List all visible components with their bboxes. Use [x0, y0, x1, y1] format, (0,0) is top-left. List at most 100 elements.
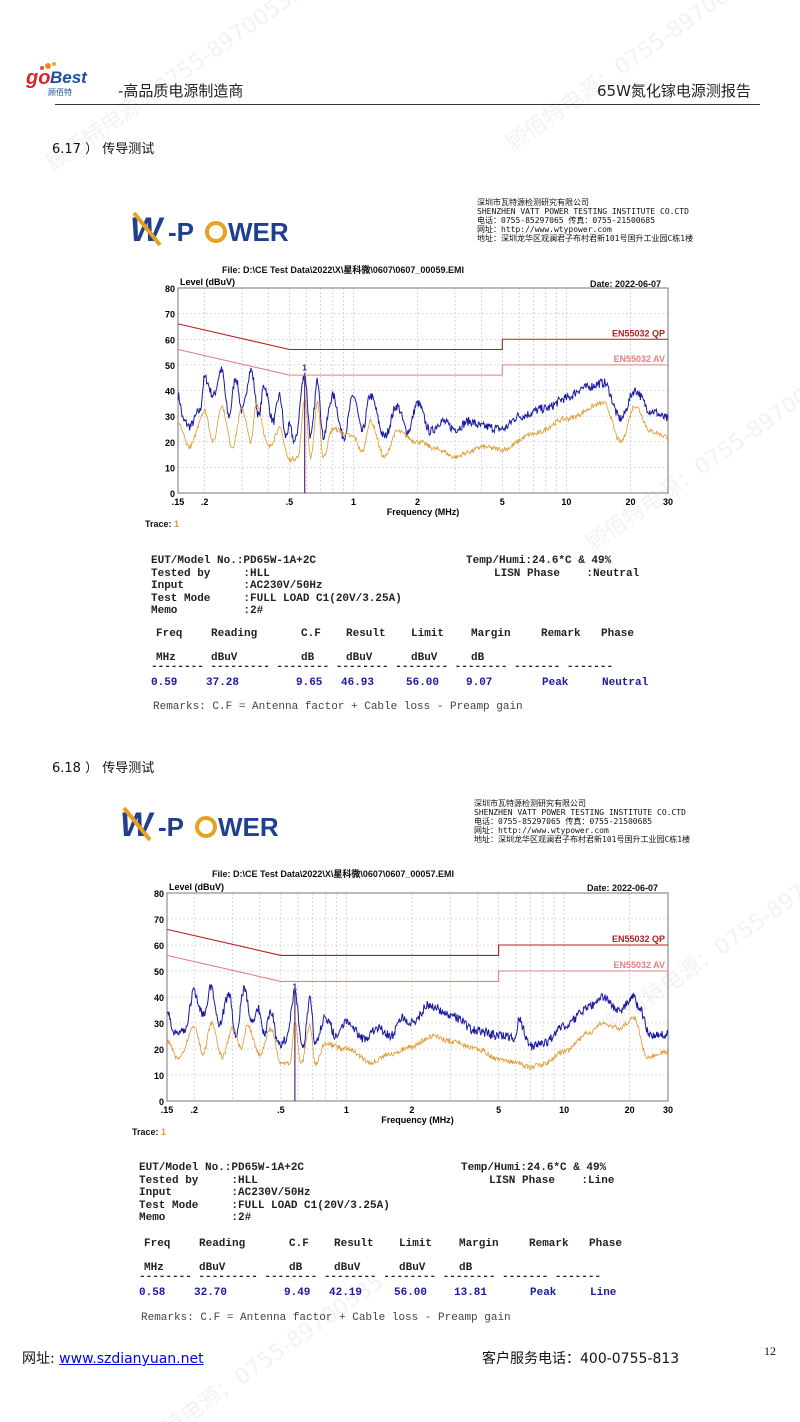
x-tick-label: 30 — [663, 497, 673, 507]
svg-text:顾佰特: 顾佰特 — [48, 87, 72, 97]
table-cell: 9.07 — [466, 677, 493, 689]
chart-file-title: File: D:\CE Test Data\2022\X\星科微\0607\06… — [222, 265, 464, 275]
table-cell: Peak — [530, 1287, 557, 1299]
x-tick-label: 10 — [559, 1105, 569, 1115]
table-cell: 56.00 — [394, 1287, 428, 1299]
lab-name-cn: 深圳市瓦特源检测研究有限公司 — [474, 799, 586, 808]
y-tick-label: 10 — [154, 1071, 164, 1081]
column-header: C.F — [301, 628, 321, 640]
table-cell: 13.81 — [454, 1287, 488, 1299]
table-cell: 9.49 — [284, 1287, 311, 1299]
y-axis-label: Level (dBuV) — [180, 277, 235, 287]
column-header: C.F — [289, 1238, 309, 1250]
gobest-logo: go Best 顾佰特 — [25, 60, 92, 104]
column-unit: dB — [301, 652, 315, 664]
report-title: 65W氮化镓电源测报告 — [597, 82, 751, 100]
y-tick-label: 10 — [165, 463, 175, 473]
trace-label: Trace: 1 — [132, 1127, 166, 1137]
column-unit: dB — [289, 1262, 303, 1274]
site-label: 网址: — [22, 1351, 55, 1367]
column-header: Phase — [601, 628, 635, 640]
header-tagline: -高品质电源制造商 — [118, 82, 244, 100]
y-tick-label: 0 — [170, 489, 175, 499]
table-cell: 42.19 — [329, 1287, 363, 1299]
y-tick-label: 70 — [154, 915, 164, 925]
column-header: Reading — [211, 628, 258, 640]
x-tick-label: 1 — [344, 1105, 349, 1115]
y-tick-label: 80 — [154, 889, 164, 899]
svg-text:Best: Best — [50, 68, 88, 87]
column-header: Freq — [156, 628, 183, 640]
column-header: Phase — [589, 1238, 623, 1250]
temp-humi: Temp/Humi:24.6*C & 49% — [461, 1162, 607, 1174]
table-cell: Line — [590, 1287, 617, 1299]
column-unit: dB — [459, 1262, 473, 1274]
table-cell: Peak — [542, 677, 569, 689]
table-cell: 46.93 — [341, 677, 375, 689]
column-unit: dBuV — [211, 652, 238, 664]
column-header: Result — [334, 1238, 374, 1250]
trace-label-text: Trace: — [145, 519, 172, 529]
y-tick-label: 60 — [154, 941, 164, 951]
table-cell: 56.00 — [406, 677, 440, 689]
table-cell: 9.65 — [296, 677, 323, 689]
column-header: Result — [346, 628, 386, 640]
peak-trace — [177, 366, 669, 445]
section-heading: 6.18 ） 传导测试 — [52, 761, 155, 776]
emi-chart-neutral: 0 10 20 30 40 50 60 70 80 .15 .2 .5 1 2 5 10 20 30 Level (… — [165, 277, 673, 517]
column-unit: dBuV — [199, 1262, 226, 1274]
x-tick-label: 2 — [415, 497, 420, 507]
table-cell: 37.28 — [206, 677, 240, 689]
y-tick-label: 50 — [154, 967, 164, 977]
test-mode: Test Mode :FULL LOAD C1(20V/3.25A) — [139, 1199, 390, 1212]
x-tick-label: .2 — [201, 497, 209, 507]
lab-website: 网址：http://www.wtypower.com — [477, 225, 612, 234]
limit-line — [177, 323, 668, 351]
chart-date: Date: 2022-06-07 — [590, 279, 662, 289]
y-axis-label: Level (dBuV) — [169, 882, 224, 892]
plot-frame — [166, 892, 669, 1102]
result-table: Freq Reading C.F Result Limit Margin Remark Pha… — [139, 1238, 659, 1328]
page-number: 12 — [764, 1344, 776, 1358]
chart-date: Date: 2022-06-07 — [587, 883, 659, 893]
column-unit: dBuV — [334, 1262, 361, 1274]
average-trace — [166, 1015, 669, 1070]
column-header: Limit — [399, 1238, 433, 1250]
remarks: Remarks: C.F = Antenna factor + Cable lo… — [141, 1312, 511, 1324]
svg-text:WER: WER — [218, 812, 279, 842]
table-divider: -------- --------- -------- -------- ---… — [151, 661, 614, 673]
column-unit: MHz — [156, 652, 176, 664]
lab-address: 地址：深圳龙华区观澜君子布村君新101号国升工业园C栋1楼 — [477, 234, 694, 243]
table-cell: 0.58 — [139, 1287, 166, 1299]
env-info: Temp/Humi:24.6*C & 49% LISN Phase :Neutra… — [466, 555, 639, 580]
eut-model: EUT/Model No.:PD65W-1A+2C — [151, 555, 317, 567]
x-tick-label: 10 — [561, 497, 571, 507]
trace-value: 1 — [161, 1127, 167, 1137]
limit-label: EN55032 QP — [612, 328, 665, 338]
lab-phone: 电话：0755-85297065 传真：0755-21500685 — [474, 817, 653, 826]
input: Input :AC230V/50Hz — [151, 580, 323, 592]
x-tick-label: .2 — [190, 1105, 198, 1115]
test-mode: Test Mode :FULL LOAD C1(20V/3.25A) — [151, 592, 402, 605]
x-tick-label: 20 — [625, 1105, 635, 1115]
input: Input :AC230V/50Hz — [139, 1187, 311, 1199]
site-link[interactable]: www.szdianyuan.net — [59, 1351, 204, 1367]
temp-humi: Temp/Humi:24.6*C & 49% — [466, 555, 612, 567]
x-tick-label: .5 — [277, 1105, 285, 1115]
emi-chart-line: 0 10 20 30 40 50 60 70 80 .15 .2 .5 1 2 5 10 20 30 Level (… — [154, 882, 673, 1125]
y-tick-label: 0 — [159, 1097, 164, 1107]
limit-label: EN55032 AV — [613, 960, 665, 970]
marker-label: 1 — [302, 364, 307, 373]
column-header: Margin — [471, 628, 511, 640]
trace-label: Trace: 1 — [145, 519, 179, 529]
x-tick-label: 30 — [663, 1105, 673, 1115]
header-divider — [55, 104, 760, 105]
x-tick-label: .15 — [172, 497, 185, 507]
column-header: Reading — [199, 1238, 246, 1250]
limit-label: EN55032 QP — [612, 934, 665, 944]
trace-label-text: Trace: — [132, 1127, 159, 1137]
column-unit: dBuV — [411, 652, 438, 664]
column-header: Margin — [459, 1238, 499, 1250]
